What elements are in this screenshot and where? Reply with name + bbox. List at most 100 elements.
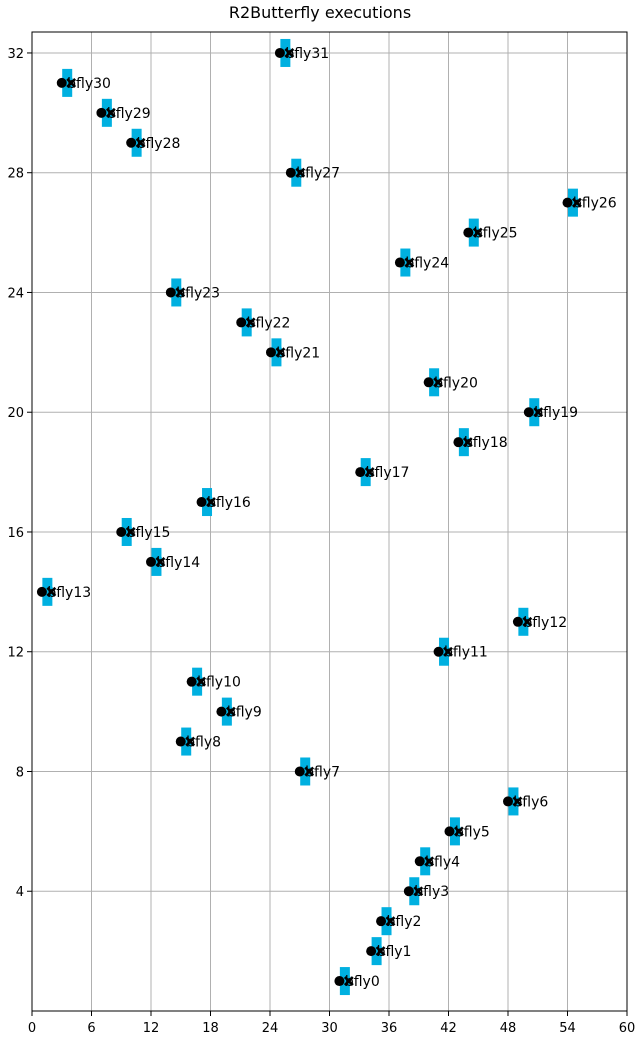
marks-layer: bfly0 bfly1 bfly2 bfly3 bfly4 bfly5 bfly6 bfly7… bbox=[36, 38, 617, 996]
point-label: bfly25 bbox=[474, 226, 518, 242]
point-rect-marker-center bbox=[468, 228, 480, 238]
point-dot bbox=[274, 47, 285, 58]
point-cross bbox=[343, 976, 354, 986]
x-tick-label: 36 bbox=[381, 1021, 398, 1036]
point-rect-marker-center bbox=[180, 737, 192, 747]
chart-title: R2Butterfly executions bbox=[229, 3, 411, 22]
point-rect-marker-center bbox=[279, 48, 291, 58]
point-cross bbox=[522, 616, 533, 627]
y-tick-label: 20 bbox=[7, 406, 24, 421]
x-tick-label: 12 bbox=[143, 1021, 160, 1036]
point-cross bbox=[125, 527, 136, 537]
point-cross bbox=[572, 197, 582, 208]
point-label: bfly18 bbox=[464, 435, 508, 451]
point-label: bfly30 bbox=[67, 76, 111, 92]
point-rect-marker-center bbox=[428, 377, 440, 387]
point-cross bbox=[105, 107, 116, 118]
point-cross bbox=[512, 796, 523, 807]
point-label: bfly13 bbox=[47, 585, 91, 601]
point-rect-marker-center bbox=[241, 317, 253, 327]
point-dot bbox=[433, 646, 444, 657]
y-tick-label: 28 bbox=[7, 167, 24, 182]
point-dot bbox=[186, 676, 197, 687]
point-dot bbox=[56, 77, 67, 88]
point-rect-marker-center bbox=[399, 258, 411, 268]
point-rect-marker-center bbox=[381, 916, 393, 926]
point-label: bfly28 bbox=[137, 136, 181, 152]
point-label: bfly15 bbox=[127, 525, 171, 541]
point-label: bfly11 bbox=[444, 645, 488, 661]
point-dot bbox=[216, 706, 227, 717]
point-dot bbox=[523, 407, 534, 418]
point-label: bfly1 bbox=[377, 944, 412, 960]
point-rect-marker-center bbox=[290, 168, 302, 178]
point-rect-marker-center bbox=[507, 796, 519, 806]
point-label: bfly10 bbox=[197, 675, 241, 691]
point-rect-marker-center bbox=[191, 677, 203, 687]
point-cross bbox=[66, 77, 77, 88]
point-rect-marker-center bbox=[101, 108, 113, 118]
point-label: bfly2 bbox=[386, 914, 421, 930]
point-label: bfly5 bbox=[455, 824, 490, 840]
point-rect-marker-center bbox=[299, 766, 311, 776]
x-tick-label: 60 bbox=[619, 1021, 636, 1036]
y-tick-label: 4 bbox=[16, 885, 24, 900]
point-dot bbox=[236, 317, 247, 328]
point-dot bbox=[196, 497, 207, 508]
point-label: bfly16 bbox=[207, 495, 251, 511]
point-cross bbox=[225, 706, 236, 717]
point-cross bbox=[196, 676, 206, 687]
point-dot bbox=[96, 107, 107, 118]
x-tick-label: 0 bbox=[28, 1021, 36, 1036]
point-label: bfly12 bbox=[523, 615, 567, 631]
point-cross bbox=[385, 916, 396, 927]
point-cross bbox=[275, 347, 286, 358]
point-cross bbox=[443, 646, 453, 657]
point-rect-marker-center bbox=[41, 587, 53, 597]
x-tick-label: 48 bbox=[500, 1021, 517, 1036]
point-cross bbox=[185, 736, 196, 747]
point-rect-marker-center bbox=[131, 138, 143, 148]
point-rect-marker-center bbox=[458, 437, 470, 447]
point-cross bbox=[472, 227, 483, 238]
point-dot bbox=[414, 856, 425, 867]
point-rect-marker-center bbox=[528, 407, 540, 417]
point-cross bbox=[155, 556, 166, 567]
point-label: bfly8 bbox=[186, 735, 221, 751]
point-cross bbox=[453, 826, 464, 837]
x-tick-label: 18 bbox=[202, 1021, 219, 1036]
point-rect-marker-center bbox=[221, 707, 233, 717]
point-dot bbox=[146, 556, 156, 567]
point-rect-marker-center bbox=[408, 886, 420, 896]
point-cross bbox=[46, 586, 57, 597]
point-cross bbox=[206, 497, 216, 507]
point-rect-marker-center bbox=[339, 976, 351, 986]
point-cross bbox=[462, 437, 473, 448]
point-dot bbox=[126, 137, 137, 148]
point-cross bbox=[533, 407, 544, 418]
point-label: bfly20 bbox=[434, 375, 478, 391]
point-dot bbox=[503, 796, 513, 807]
point-cross bbox=[364, 467, 375, 478]
point-dot bbox=[116, 526, 127, 537]
point-rect-marker-center bbox=[121, 527, 133, 537]
point-dot bbox=[355, 467, 366, 478]
point-rect-marker-center bbox=[371, 946, 383, 956]
point-dot bbox=[36, 586, 47, 597]
point-dot bbox=[294, 766, 305, 777]
point-rect-marker-center bbox=[270, 347, 282, 357]
point-label: bfly14 bbox=[156, 555, 200, 571]
point-dot bbox=[562, 197, 573, 208]
point-cross bbox=[295, 167, 306, 178]
point-dot bbox=[376, 916, 387, 927]
point-cross bbox=[245, 317, 256, 328]
point-cross bbox=[135, 137, 146, 148]
point-cross bbox=[404, 257, 415, 268]
point-rect-marker-center bbox=[438, 647, 450, 657]
point-rect-marker-center bbox=[449, 826, 461, 836]
point-label: bfly23 bbox=[176, 285, 220, 301]
point-rect-marker-center bbox=[517, 617, 529, 627]
x-tick-label: 24 bbox=[262, 1021, 279, 1036]
point-dot bbox=[463, 227, 474, 238]
